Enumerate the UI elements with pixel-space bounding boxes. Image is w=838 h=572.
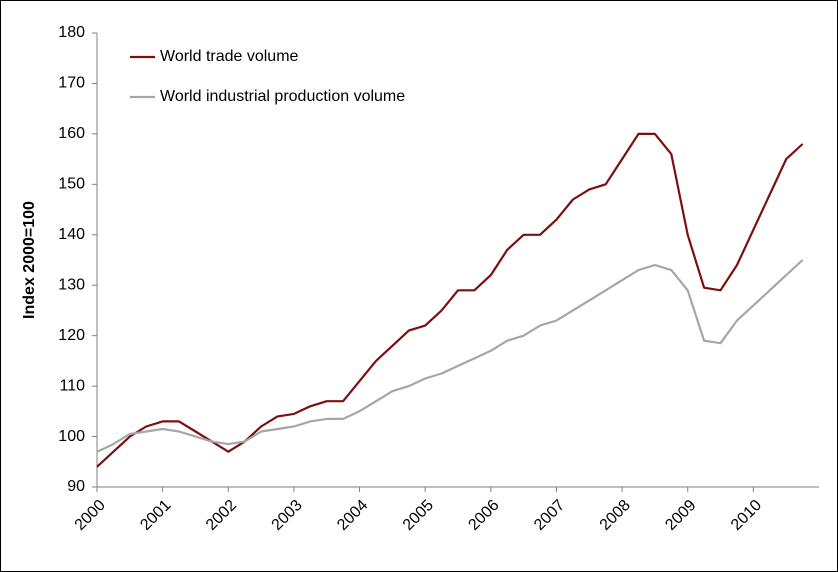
y-tick-label: 140	[58, 226, 85, 243]
y-tick-label: 160	[58, 125, 85, 142]
legend-label: World trade volume	[160, 48, 299, 65]
y-tick-label: 100	[58, 428, 85, 445]
series-line	[96, 132, 804, 468]
y-tick-label: 130	[58, 276, 85, 293]
y-tick-label: 180	[58, 24, 85, 41]
y-tick-label: 110	[59, 377, 85, 394]
y-tick-label: 120	[58, 327, 85, 344]
y-tick-label: 170	[58, 75, 85, 92]
y-axis-label: Index 2000=100	[21, 201, 38, 319]
y-tick-label: 90	[67, 478, 85, 495]
legend-label: World industrial production volume	[160, 88, 405, 105]
y-tick-label: 150	[58, 176, 85, 193]
series-line	[96, 259, 804, 453]
